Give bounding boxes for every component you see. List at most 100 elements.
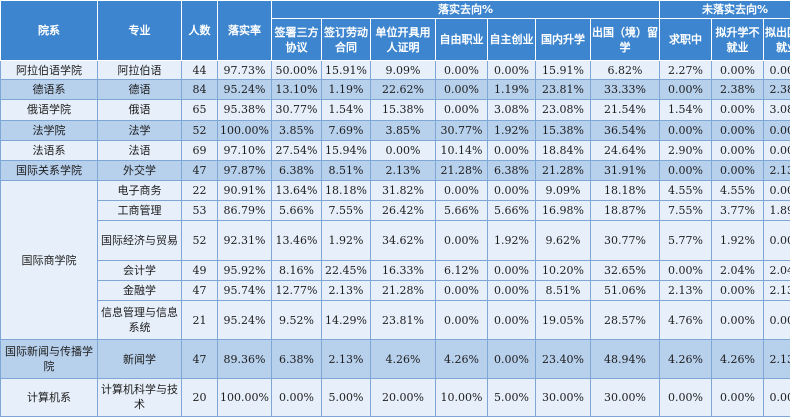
rate-cell: 95.24%: [217, 300, 272, 341]
value-cell: 0.00%: [711, 59, 765, 81]
value-cell: 0.00%: [711, 119, 765, 141]
header-sub: 自由职业: [435, 18, 488, 61]
value-cell: 1.92%: [711, 220, 765, 261]
value-cell: 15.94%: [321, 139, 371, 161]
rate-cell: 100.00%: [217, 377, 272, 417]
value-cell: 10.14%: [435, 139, 488, 161]
count-cell: 49: [181, 259, 218, 281]
value-cell: 4.76%: [659, 300, 713, 341]
value-cell: 0.00%: [370, 139, 436, 161]
value-cell: 0.00%: [711, 99, 765, 121]
value-cell: 20.00%: [370, 377, 436, 417]
rate-cell: 97.73%: [217, 59, 272, 81]
major-cell: 工商管理: [97, 200, 182, 222]
value-cell: 18.87%: [589, 200, 661, 222]
value-cell: 0.00%: [435, 300, 488, 341]
header-sub: 拟出国不就业: [763, 18, 790, 61]
value-cell: 2.04%: [763, 259, 790, 281]
value-cell: 15.38%: [535, 119, 591, 141]
header-sub: 签订劳动合同: [321, 18, 371, 61]
college-cell: 德语系: [0, 79, 98, 101]
value-cell: 10.00%: [435, 377, 488, 417]
value-cell: 2.38%: [763, 79, 790, 101]
count-cell: 53: [181, 200, 218, 222]
value-cell: 36.54%: [589, 119, 661, 141]
major-cell: 电子商务: [97, 180, 182, 202]
value-cell: 1.89%: [763, 200, 790, 222]
table-row: 金融学 47 95.74% 12.77% 2.13% 21.28% 0.00% 0.00% 8.…: [1, 279, 790, 302]
rate-cell: 95.24%: [217, 79, 272, 101]
value-cell: 50.00%: [271, 59, 322, 81]
major-cell: 德语: [97, 79, 182, 101]
college-cell: 计算机系: [0, 377, 98, 417]
rate-cell: 97.10%: [217, 139, 272, 161]
value-cell: 8.51%: [535, 279, 591, 302]
header-sub: 拟升学不就业: [711, 18, 765, 61]
value-cell: 7.55%: [659, 200, 713, 222]
table-row: 国际关系学院 外交学 47 97.87% 6.38% 8.51% 2.13% 21.28% 6.…: [0, 159, 790, 182]
count-cell: 21: [181, 300, 218, 341]
value-cell: 21.28%: [535, 159, 591, 182]
value-cell: 21.54%: [589, 99, 661, 121]
value-cell: 1.19%: [321, 79, 371, 101]
college-cell: 法学院: [0, 119, 98, 141]
value-cell: 15.38%: [370, 99, 436, 121]
value-cell: 1.92%: [321, 220, 371, 261]
value-cell: 30.77%: [435, 119, 488, 141]
value-cell: 26.42%: [370, 200, 436, 222]
table-row: 阿拉伯语学院 阿拉伯语 44 97.73% 50.00% 15.91% 9.09% 0.00%…: [0, 59, 790, 81]
table-row: 工商管理 53 86.79% 5.66% 7.55% 26.42% 5.66% 5.66% 16…: [1, 200, 790, 222]
major-cell: 法学: [97, 119, 182, 141]
value-cell: 0.00%: [487, 259, 536, 281]
header-major: 专业: [97, 0, 182, 61]
value-cell: 0.00%: [271, 377, 322, 417]
value-cell: 8.16%: [271, 259, 322, 281]
major-cell: 俄语: [97, 99, 182, 121]
value-cell: 1.54%: [321, 99, 371, 121]
count-cell: 84: [181, 79, 218, 101]
value-cell: 0.00%: [435, 180, 488, 202]
value-cell: 3.08%: [487, 99, 536, 121]
value-cell: 30.00%: [589, 377, 661, 417]
value-cell: 23.08%: [535, 99, 591, 121]
header-unimplemented-group: 未落实去向%: [659, 0, 790, 19]
value-cell: 22.62%: [370, 79, 436, 101]
value-cell: 30.77%: [589, 220, 661, 261]
value-cell: 0.00%: [763, 59, 790, 81]
value-cell: 2.90%: [659, 139, 713, 161]
value-cell: 32.65%: [589, 259, 661, 281]
value-cell: 2.13%: [321, 279, 371, 302]
value-cell: 23.81%: [370, 300, 436, 341]
value-cell: 13.10%: [271, 79, 322, 101]
value-cell: 4.26%: [711, 339, 765, 379]
table-header: 院系 专业 人数 落实率 落实去向% 未落实去向% 签署三方协议 签订劳动合同 …: [0, 0, 790, 61]
value-cell: 5.66%: [435, 200, 488, 222]
value-cell: 2.13%: [370, 159, 436, 182]
value-cell: 0.00%: [487, 139, 536, 161]
major-cell: 外交学: [97, 159, 182, 182]
value-cell: 48.94%: [589, 339, 661, 379]
rate-cell: 95.38%: [217, 99, 272, 121]
value-cell: 0.00%: [763, 139, 790, 161]
value-cell: 9.62%: [535, 220, 591, 261]
value-cell: 1.92%: [487, 119, 536, 141]
value-cell: 15.91%: [321, 59, 371, 81]
value-cell: 7.69%: [321, 119, 371, 141]
college-cell: 国际关系学院: [0, 159, 98, 182]
value-cell: 0.00%: [487, 180, 536, 202]
value-cell: 0.00%: [763, 180, 790, 202]
value-cell: 9.09%: [370, 59, 436, 81]
value-cell: 0.00%: [487, 300, 536, 341]
value-cell: 6.38%: [271, 339, 322, 379]
value-cell: 2.27%: [659, 59, 713, 81]
value-cell: 0.00%: [487, 279, 536, 302]
value-cell: 3.85%: [271, 119, 322, 141]
value-cell: 3.08%: [763, 99, 790, 121]
college-cell: 俄语学院: [0, 99, 98, 121]
table-row: 信息管理与信息系统 21 95.24% 9.52% 14.29% 23.81% 0.00% 0…: [1, 300, 790, 341]
value-cell: 14.29%: [321, 300, 371, 341]
value-cell: 2.13%: [763, 159, 790, 182]
value-cell: 0.00%: [659, 259, 713, 281]
value-cell: 0.00%: [763, 220, 790, 261]
